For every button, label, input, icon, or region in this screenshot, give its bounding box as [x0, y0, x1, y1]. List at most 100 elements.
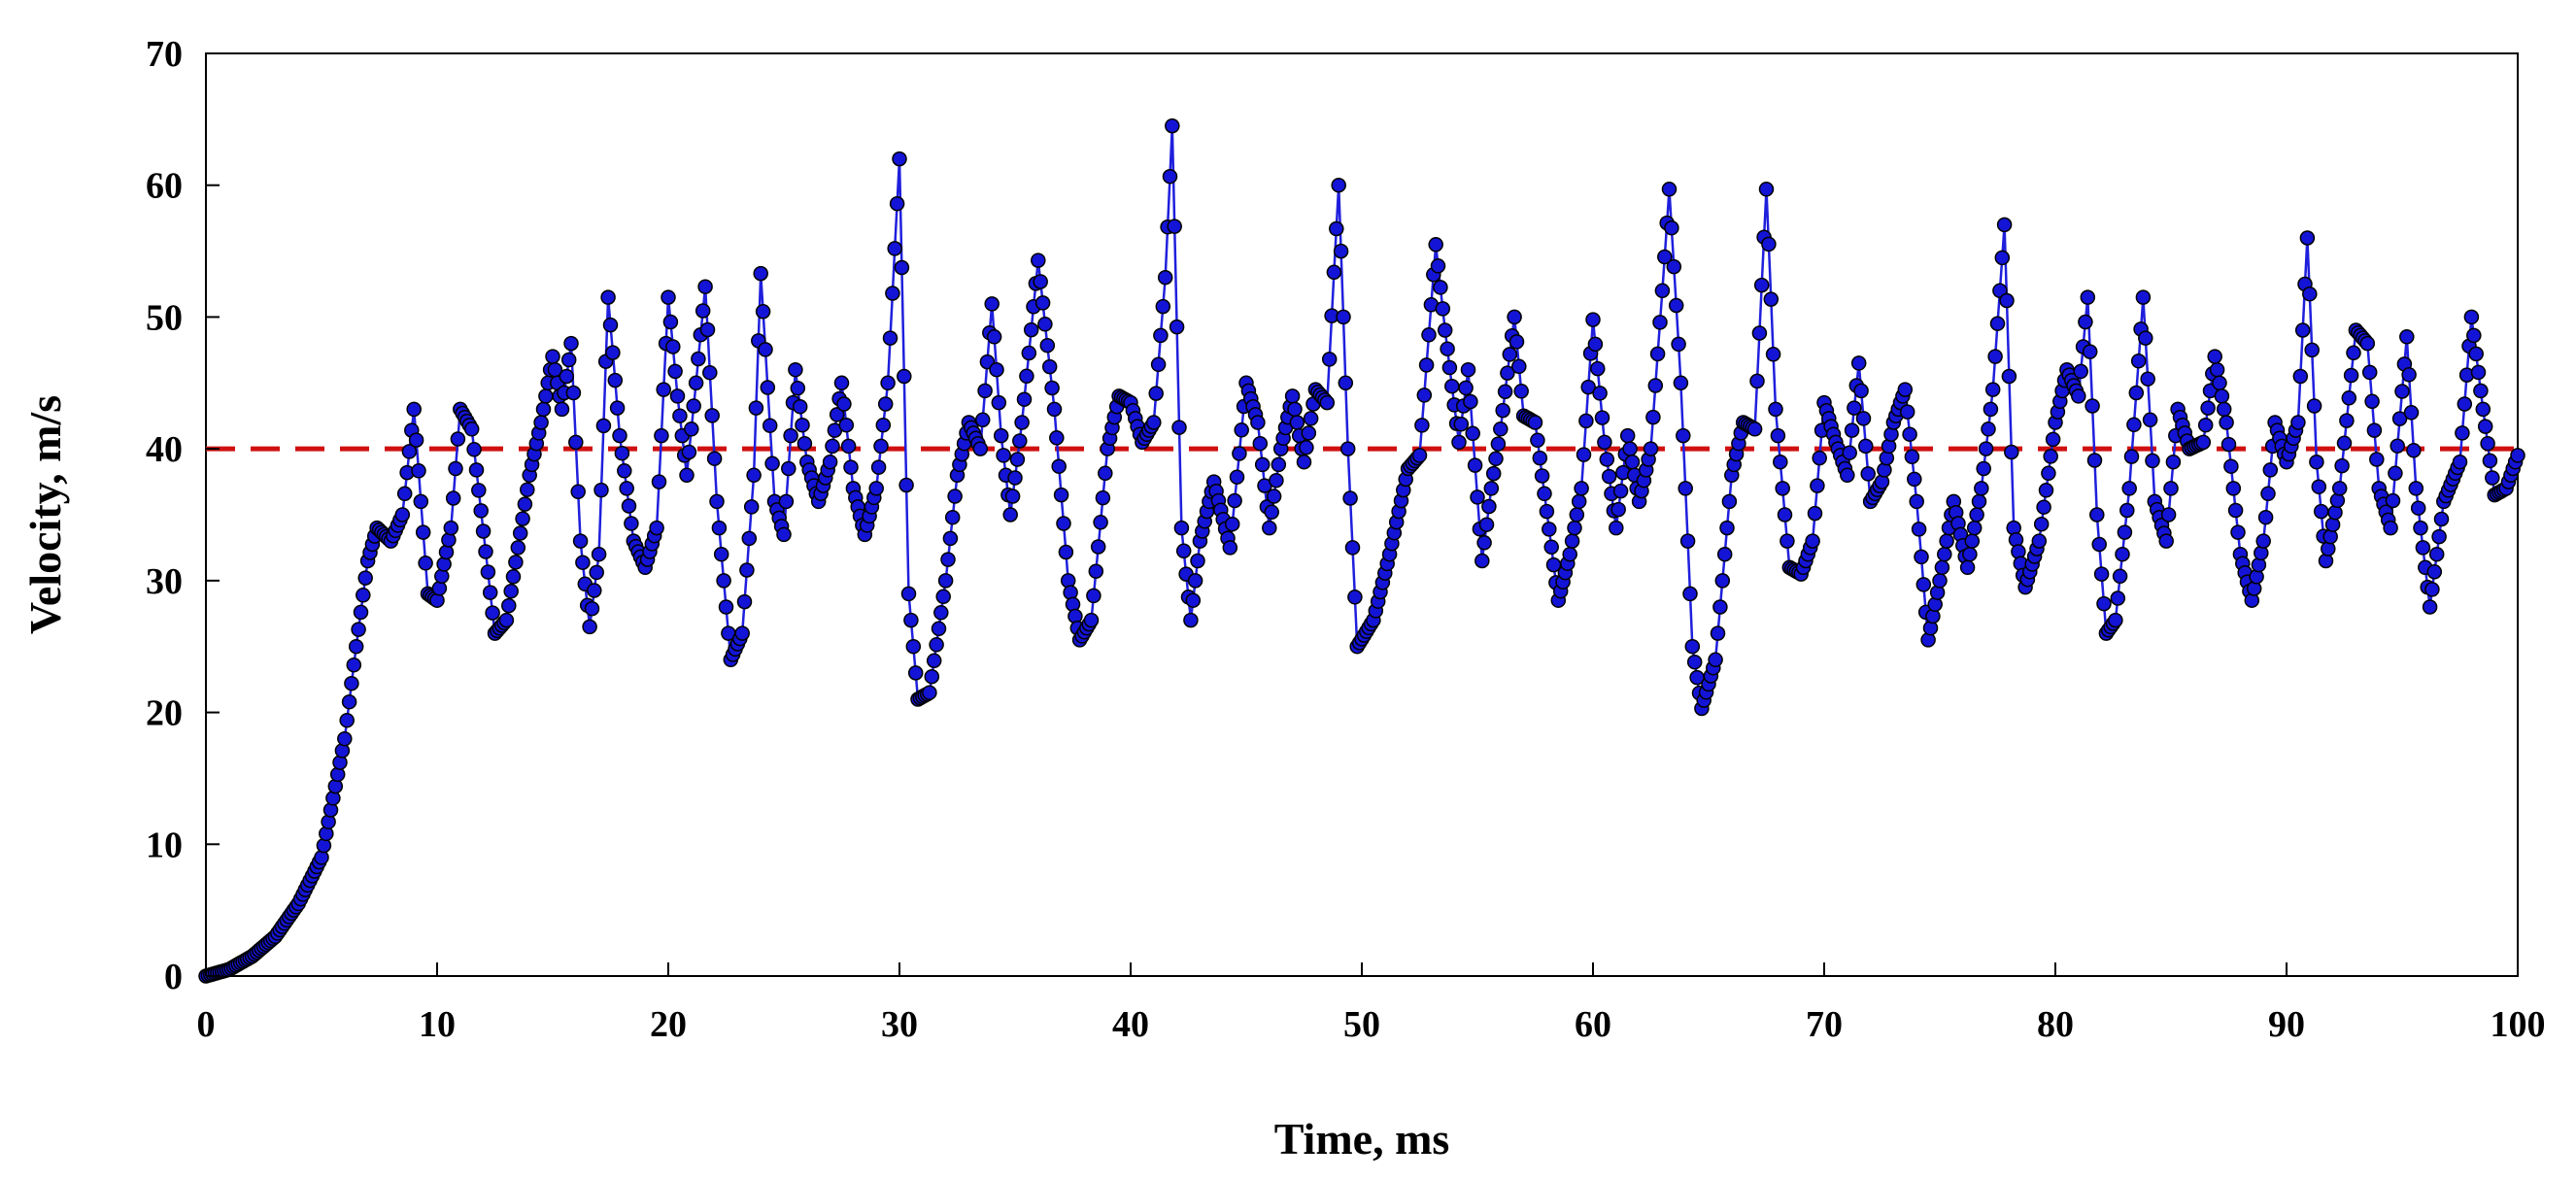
velocity-data-point — [734, 625, 750, 641]
velocity-data-point — [2403, 405, 2420, 421]
velocity-data-point — [1647, 378, 1664, 393]
velocity-data-point — [822, 454, 838, 470]
velocity-data-point — [2394, 384, 2410, 399]
velocity-data-point — [565, 385, 582, 401]
velocity-data-point — [445, 490, 461, 506]
velocity-data-point — [897, 368, 912, 385]
velocity-data-point — [991, 394, 1007, 411]
velocity-data-point — [1437, 322, 1453, 338]
velocity-data-point — [1502, 347, 1518, 362]
velocity-data-point — [873, 438, 889, 455]
velocity-data-point — [1576, 447, 1592, 462]
velocity-data-point — [1844, 422, 1860, 438]
velocity-data-point — [1513, 384, 1529, 399]
y-tick-label: 50 — [146, 297, 183, 338]
velocity-data-point — [937, 573, 954, 589]
velocity-data-point — [1622, 441, 1638, 456]
velocity-data-point — [2163, 481, 2179, 496]
velocity-data-point — [1441, 359, 1458, 376]
velocity-data-point — [2431, 528, 2447, 545]
velocity-data-point — [1299, 440, 1314, 455]
velocity-data-point — [947, 489, 963, 504]
velocity-data-point — [605, 345, 621, 360]
velocity-data-point — [1777, 507, 1793, 523]
velocity-data-point — [875, 417, 892, 433]
velocity-data-point — [341, 693, 357, 710]
velocity-data-point — [778, 493, 795, 510]
velocity-data-point — [840, 438, 857, 455]
velocity-data-point — [1966, 520, 1983, 536]
velocity-data-point — [418, 556, 433, 571]
velocity-data-point — [1051, 458, 1067, 474]
velocity-data-point — [2480, 435, 2495, 452]
velocity-data-point — [356, 588, 371, 603]
velocity-data-point — [411, 463, 426, 479]
velocity-data-point — [1569, 507, 1585, 523]
velocity-data-point — [748, 400, 764, 416]
velocity-data-point — [829, 407, 845, 422]
velocity-data-point — [2290, 415, 2306, 430]
velocity-data-point — [1169, 319, 1185, 335]
velocity-data-point — [2038, 483, 2054, 498]
velocity-data-point — [1296, 454, 1312, 470]
velocity-data-point — [2466, 327, 2482, 344]
velocity-data-point — [746, 467, 762, 484]
velocity-data-point — [1751, 325, 1768, 341]
velocity-data-point — [2318, 553, 2334, 569]
velocity-data-point — [1969, 507, 1984, 523]
velocity-data-point — [2302, 286, 2318, 302]
velocity-data-point — [1657, 249, 1673, 265]
velocity-data-point — [508, 555, 524, 570]
velocity-data-point — [563, 335, 579, 352]
velocity-data-point — [1098, 465, 1113, 482]
velocity-data-point — [1978, 441, 1994, 456]
velocity-data-point — [942, 530, 959, 547]
velocity-data-point — [1507, 309, 1522, 325]
velocity-data-point — [2220, 436, 2237, 453]
velocity-data-point — [1031, 253, 1046, 268]
x-axis-title: Time, ms — [1274, 1114, 1450, 1163]
velocity-data-point — [568, 434, 584, 451]
velocity-data-point — [2257, 509, 2274, 525]
velocity-data-point — [2140, 371, 2155, 387]
velocity-data-point — [1609, 520, 1624, 536]
velocity-data-point — [1023, 321, 1039, 338]
velocity-data-point — [1056, 516, 1071, 531]
velocity-data-point — [1321, 352, 1338, 367]
velocity-data-point — [669, 388, 686, 404]
velocity-data-point — [1252, 435, 1269, 452]
velocity-data-point — [572, 533, 589, 549]
velocity-data-point — [2475, 401, 2491, 418]
velocity-data-point — [614, 445, 630, 461]
velocity-data-point — [591, 546, 607, 562]
velocity-data-point — [1044, 380, 1060, 396]
velocity-data-point — [790, 380, 806, 396]
velocity-data-point — [1289, 415, 1305, 430]
velocity-data-point — [2115, 546, 2130, 562]
velocity-data-point — [2455, 425, 2470, 441]
x-tick-label: 0 — [197, 1004, 216, 1045]
velocity-data-point — [1421, 327, 1437, 343]
velocity-data-point — [2292, 368, 2309, 385]
velocity-data-point — [2227, 502, 2244, 519]
velocity-data-point — [1684, 638, 1701, 655]
velocity-data-point — [2121, 481, 2137, 496]
velocity-data-point — [989, 361, 1004, 378]
velocity-data-point — [1430, 258, 1446, 274]
velocity-data-point — [709, 493, 725, 510]
y-tick-label: 70 — [146, 34, 183, 75]
velocity-data-point — [706, 451, 723, 466]
velocity-data-point — [667, 363, 683, 380]
velocity-data-point — [394, 507, 411, 523]
velocity-data-point — [533, 415, 549, 430]
velocity-data-point — [2327, 504, 2343, 521]
velocity-data-point — [408, 432, 424, 448]
velocity-data-point — [1673, 375, 1689, 391]
velocity-data-point — [1758, 182, 1775, 197]
velocity-data-point — [2422, 599, 2438, 615]
velocity-data-point — [933, 605, 949, 621]
velocity-data-point — [587, 583, 602, 598]
velocity-data-point — [468, 462, 485, 478]
velocity-data-point — [1329, 220, 1344, 237]
